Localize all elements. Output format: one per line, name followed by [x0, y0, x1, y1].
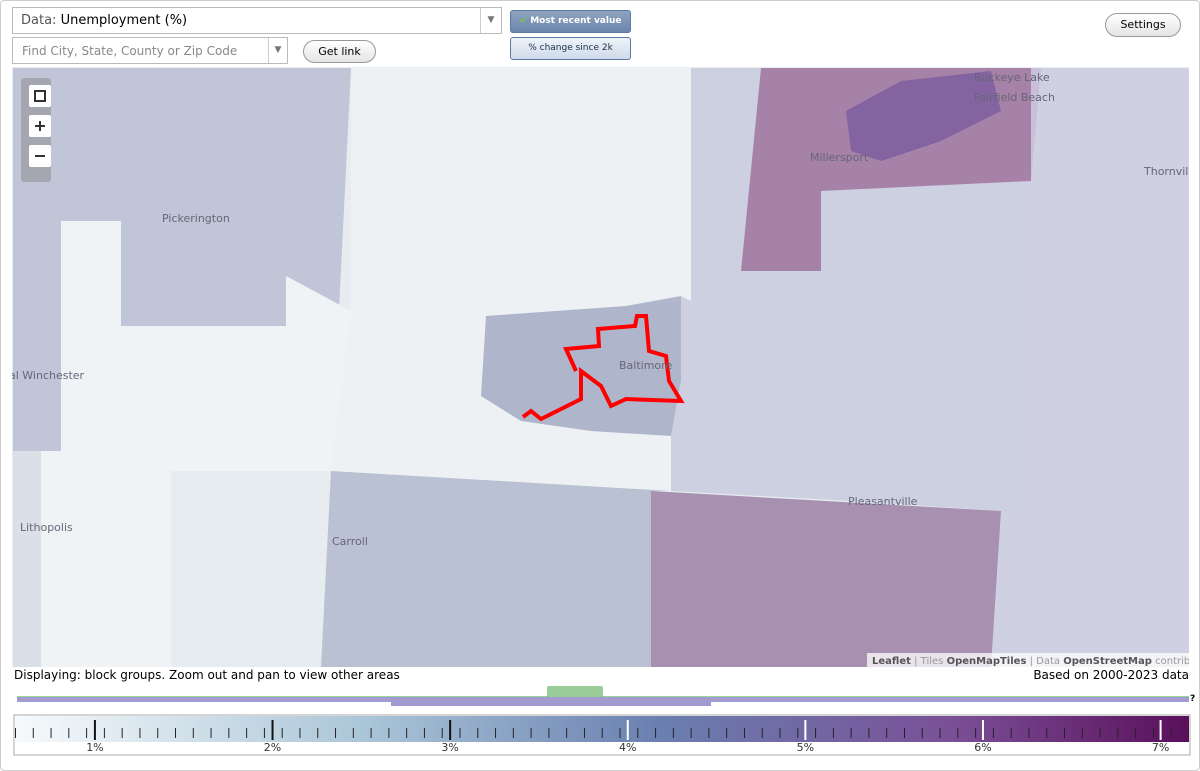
search-box[interactable]: Find City, State, County or Zip Code ▼ — [12, 37, 288, 64]
histogram: ? — [17, 686, 1195, 706]
attr-contributors: contributors — [1155, 656, 1189, 667]
displaying-note: Displaying: block groups. Zoom out and p… — [14, 668, 400, 682]
data-value: Unemployment (%) — [60, 13, 188, 28]
most-recent-toggle[interactable]: ✔ Most recent value — [510, 10, 631, 33]
histogram-outline — [17, 686, 1189, 698]
histogram-band — [391, 702, 711, 706]
attribution: Leaflet | Tiles OpenMapTiles | Data Open… — [872, 656, 1189, 667]
place-label: Fairfield Beach — [974, 91, 1055, 104]
legend-tick-label: 7% — [1152, 741, 1169, 754]
fullscreen-icon — [34, 90, 46, 102]
dropdown-arrow: ▼ — [480, 8, 501, 33]
attr-data-name[interactable]: OpenStreetMap — [1063, 656, 1152, 667]
help-mark[interactable]: ? — [1190, 694, 1195, 704]
legend-tick-label: 2% — [264, 741, 281, 754]
region — [651, 491, 1001, 667]
zoom-in-icon — [35, 121, 45, 131]
place-label: Pleasantville — [848, 495, 918, 508]
region — [13, 451, 41, 667]
color-legend: 1% 2% 3% 4% 5% 6% 7% — [13, 714, 1191, 756]
pct-change-toggle[interactable]: % change since 2k — [510, 37, 631, 60]
most-recent-label: Most recent value — [530, 16, 622, 26]
zoom-controls — [21, 78, 51, 182]
check-icon: ✔ — [519, 16, 528, 26]
region — [41, 221, 351, 667]
fullscreen-button[interactable] — [29, 85, 51, 107]
region — [321, 471, 671, 667]
attr-tiles-name[interactable]: OpenMapTiles — [947, 656, 1027, 667]
legend-tick-label: 5% — [797, 741, 814, 754]
dropdown-arrow: ▼ — [268, 38, 287, 63]
legend-minor-ticks — [15, 716, 1189, 742]
attr-sep: | — [914, 656, 917, 667]
place-label: Millersport — [810, 151, 869, 164]
selected-area-outline — [521, 314, 685, 422]
data-select[interactable]: Data: Unemployment (%) ▼ — [12, 7, 502, 34]
region — [991, 68, 1189, 667]
place-label: Pickerington — [162, 212, 230, 225]
region — [331, 68, 691, 491]
attribution-bg — [867, 653, 1189, 667]
place-label: Lithopolis — [20, 521, 73, 534]
histogram-band — [17, 697, 1189, 702]
search-placeholder: Find City, State, County or Zip Code — [22, 44, 238, 58]
attr-data: Data — [1036, 656, 1060, 667]
place-label: Baltimore — [619, 359, 672, 372]
legend-tick-label: 6% — [974, 741, 991, 754]
legend-tick-label: 1% — [86, 741, 103, 754]
histogram-peak — [548, 687, 602, 697]
legend-tick-label: 4% — [619, 741, 636, 754]
place-label: nal Winchester — [12, 369, 85, 382]
region — [13, 68, 351, 451]
legend-tick-label: 3% — [441, 741, 458, 754]
get-link-button[interactable]: Get link — [303, 40, 376, 63]
region — [671, 68, 1031, 511]
settings-button[interactable]: Settings — [1105, 13, 1181, 37]
map[interactable]: Pickerington nal Winchester Baltimore Mille… — [12, 67, 1189, 667]
attr-tiles: Tiles — [920, 656, 944, 667]
place-label: Thornville — [1143, 165, 1189, 178]
place-label: Buckeye Lake — [974, 71, 1050, 84]
regions — [13, 68, 1189, 667]
place-label: Carroll — [332, 535, 368, 548]
attr-leaflet[interactable]: Leaflet — [872, 656, 911, 667]
place-labels: Pickerington nal Winchester Baltimore Mille… — [12, 71, 1189, 548]
lake — [846, 71, 1001, 161]
data-label: Data: — [21, 13, 57, 28]
based-on-note: Based on 2000-2023 data — [1033, 668, 1189, 682]
attr-sep: | — [1030, 656, 1033, 667]
